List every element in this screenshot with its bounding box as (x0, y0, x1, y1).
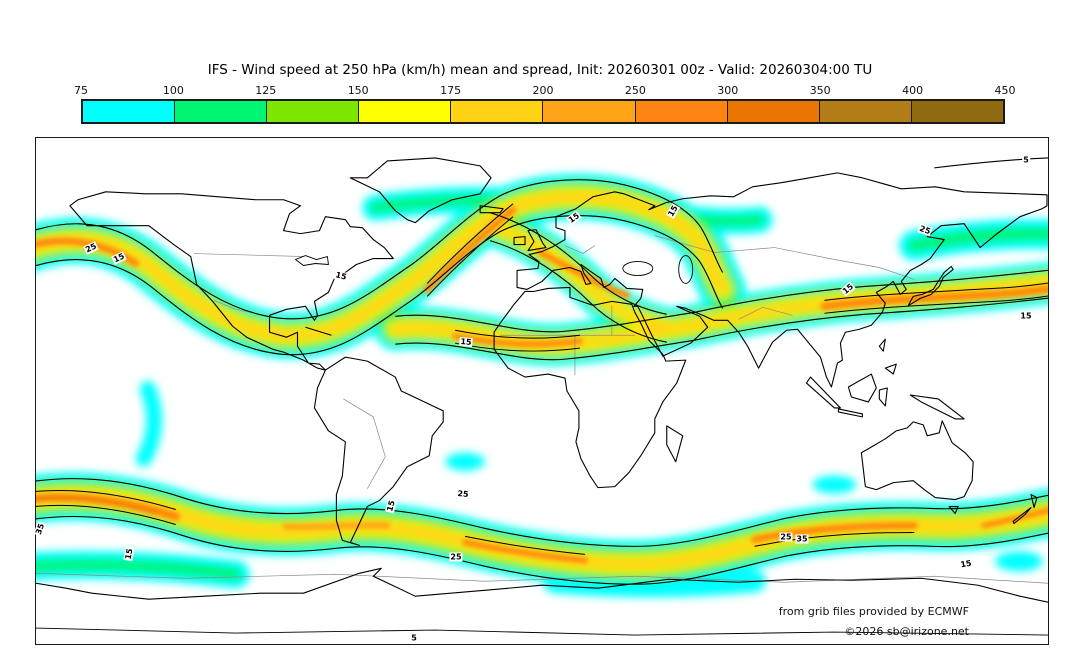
colorbar-tick: 450 (994, 84, 1016, 97)
colorbar-tick: 300 (717, 84, 739, 97)
spread-contours (36, 157, 1048, 585)
colorbar-ticks: 75 100 125 150 175 200 250 300 350 400 450 (74, 84, 1016, 99)
wind-speed-bands (36, 197, 1048, 587)
colorbar-tick: 75 (74, 84, 88, 97)
colorbar-segment (635, 101, 728, 122)
colorbar-segment (175, 101, 268, 122)
colorbar-segment (819, 101, 912, 122)
colorbar-segment (727, 101, 820, 122)
map-frame: 25 15 15 15 15 15 25 5 15 15 15 15 25 25 25 35 15 35 5 fro… (33, 137, 1049, 645)
colorbar-tick: 175 (440, 84, 462, 97)
colorbar-tick: 100 (162, 84, 184, 97)
colorbar-segment (267, 101, 360, 122)
page-title: IFS - Wind speed at 250 hPa (km/h) mean … (207, 62, 873, 78)
colorbar-segment (83, 101, 176, 122)
country-borders (36, 235, 1048, 584)
world-map (36, 157, 1048, 636)
colorbar-segment (359, 101, 452, 122)
colorbar-tick: 200 (532, 84, 554, 97)
colorbar-tick: 250 (624, 84, 646, 97)
colorbar-tick: 400 (902, 84, 924, 97)
colorbar-tick: 150 (347, 84, 369, 97)
attribution-source: from grib files provided by ECMWF (778, 605, 969, 618)
colorbar-bar (81, 99, 1005, 124)
colorbar-segment (543, 101, 636, 122)
colorbar-segment (911, 101, 1003, 122)
attribution-copyright: ©2026 sb@irizone.net (844, 625, 969, 638)
colorbar-tick: 350 (809, 84, 831, 97)
colorbar-segment (451, 101, 544, 122)
colorbar-tick: 125 (255, 84, 277, 97)
colorbar: 75 100 125 150 175 200 250 300 350 400 450 (74, 84, 1016, 124)
